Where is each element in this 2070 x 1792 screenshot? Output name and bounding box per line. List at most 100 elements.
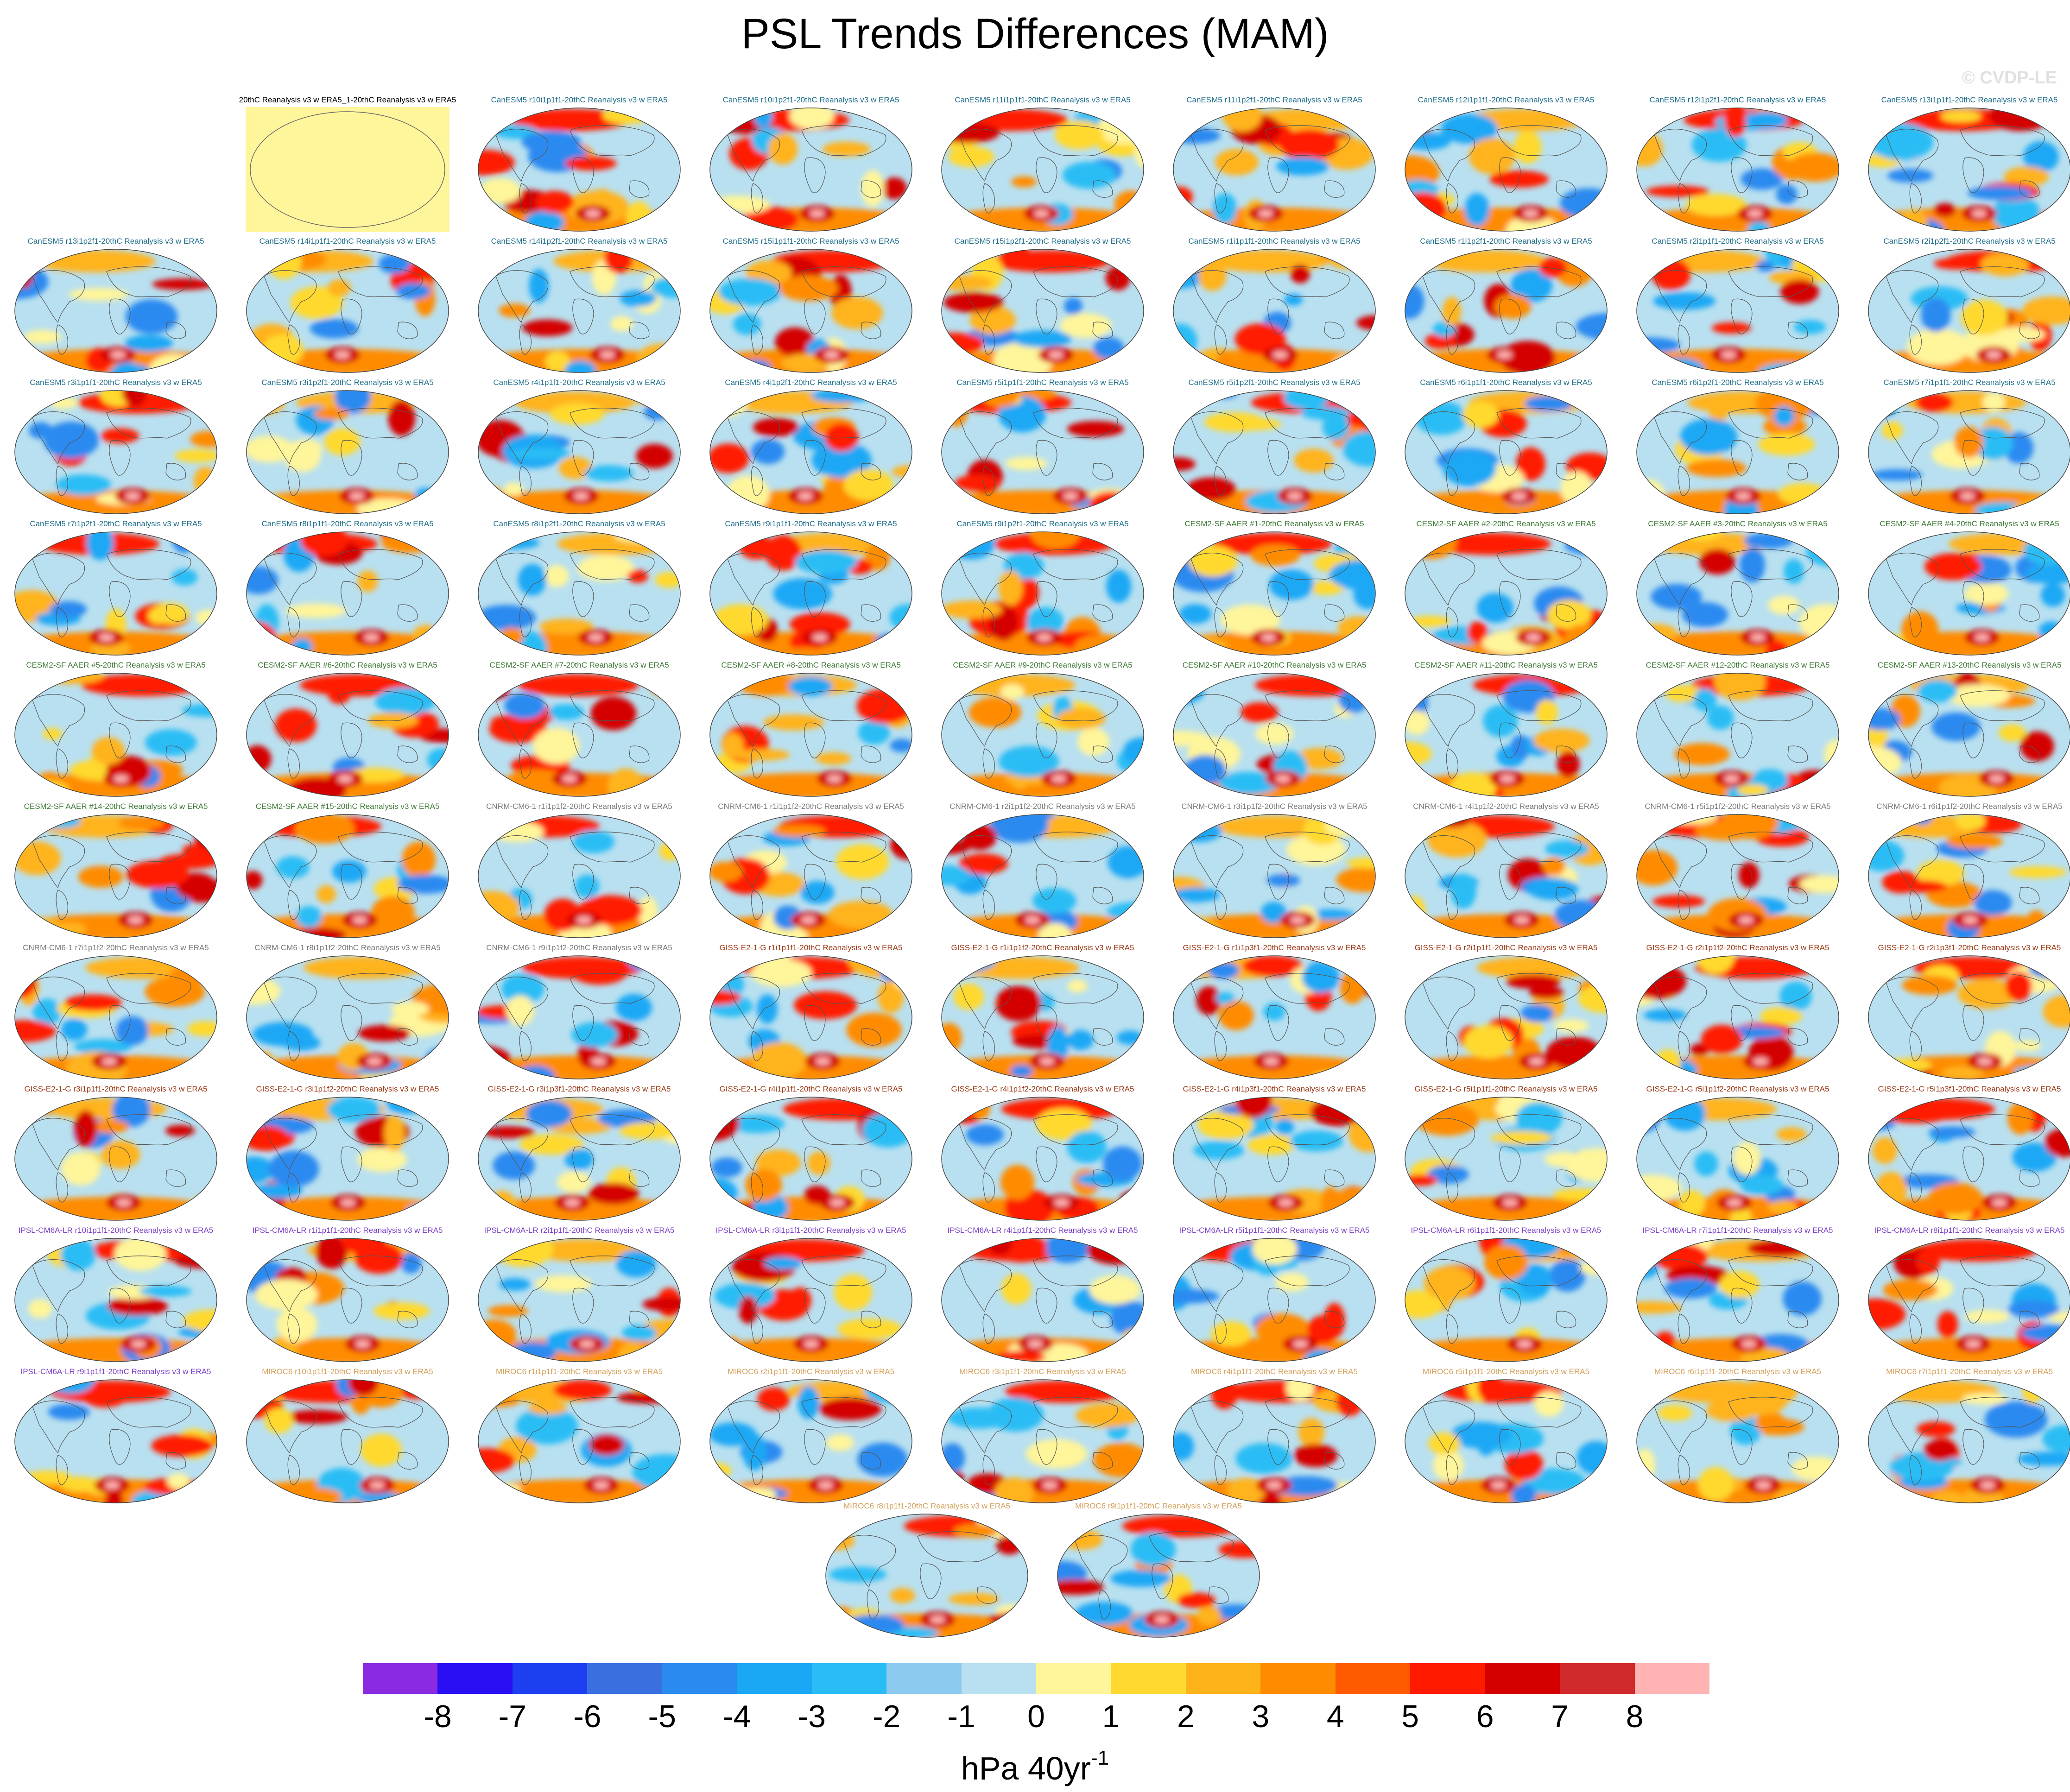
panel-label: MIROC6 r2i1p1f1-20thC Reanalysis v3 w ER…	[728, 1367, 894, 1376]
anomaly-blob	[50, 397, 78, 409]
map-panel: CESM2-SF AAER #12-20thC Reanalysis v3 w …	[1629, 660, 1847, 799]
anomaly-blob	[1506, 974, 1561, 989]
globe-outline	[246, 814, 449, 938]
panel-label: CanESM5 r6i1p1f1-20thC Reanalysis v3 w E…	[1420, 378, 1592, 387]
continent-outlines	[264, 1397, 423, 1485]
anomaly-blob	[192, 1199, 216, 1215]
robinson-map-svg	[1636, 531, 1839, 656]
anomaly-blob	[1740, 1175, 1784, 1196]
trend-map	[246, 814, 449, 939]
map-panel: GISS-E2-1-G r1i1p3f1-20thC Reanalysis v3…	[1165, 943, 1383, 1082]
anomaly-blob	[152, 602, 189, 625]
map-panel: IPSL-CM6A-LR r2i1p1f1-20thC Reanalysis v…	[470, 1225, 688, 1364]
trend-map	[1172, 672, 1376, 797]
anomaly-blob	[730, 1115, 785, 1133]
map-panel: CNRM-CM6-1 r6i1p1f2-20thC Reanalysis v3 …	[1861, 801, 2070, 940]
anomaly-blob	[588, 1183, 639, 1205]
anomaly-blob	[1934, 258, 1981, 270]
trend-map	[14, 814, 218, 939]
trend-map	[1867, 107, 2070, 232]
trend-map	[477, 1379, 681, 1504]
anomaly-blob	[1721, 351, 1736, 359]
continent-outlines	[495, 266, 655, 355]
anomaly-blob	[1511, 492, 1526, 500]
anomaly-blob	[571, 960, 627, 985]
anomaly-blob	[738, 1295, 758, 1324]
anomaly-blob	[969, 306, 1016, 334]
trend-map	[709, 955, 913, 1080]
continent-outlines	[1190, 832, 1350, 920]
anomaly-blob	[128, 916, 143, 924]
anomaly-blob	[1193, 1141, 1244, 1160]
panel-label: CanESM5 r10i1p2f1-20thC Reanalysis v3 w …	[722, 95, 899, 104]
anomaly-blob	[1087, 814, 1144, 822]
anomaly-blob	[858, 720, 890, 745]
anomaly-blob	[557, 1489, 583, 1502]
trend-map	[1636, 1237, 1840, 1363]
trend-map	[1636, 1096, 1840, 1221]
trend-map	[1867, 1096, 2070, 1221]
continent-outlines	[1190, 1256, 1350, 1344]
anomaly-blob	[837, 1318, 902, 1339]
anomaly-blob	[894, 781, 912, 796]
continent-outlines	[1886, 1256, 2045, 1344]
trend-map	[1636, 531, 1840, 656]
anomaly-blob	[1057, 1579, 1104, 1595]
anomaly-blob	[427, 957, 449, 981]
anomaly-blob	[1449, 772, 1496, 796]
continent-outlines	[959, 266, 1118, 355]
anomaly-blob	[576, 916, 592, 924]
anomaly-blob	[829, 1199, 845, 1206]
panel-label: MIROC6 r4i1p1f1-20thC Reanalysis v3 w ER…	[1191, 1367, 1358, 1376]
trend-map	[477, 390, 681, 515]
anomaly-blob	[1077, 727, 1109, 756]
anomaly-blob	[478, 150, 515, 176]
anomaly-blob	[1881, 421, 1903, 440]
anomaly-blob	[1747, 221, 1771, 231]
anomaly-blob	[348, 1380, 379, 1396]
anomaly-blob	[185, 252, 217, 269]
panel-label: CNRM-CM6-1 r9i1p1f2-20thC Reanalysis v3 …	[486, 943, 672, 952]
anomaly-blob	[1868, 766, 1882, 792]
robinson-map-svg	[14, 814, 217, 938]
panel-label: GISS-E2-1-G r1i1p3f1-20thC Reanalysis v3…	[1183, 943, 1366, 952]
robinson-map-svg	[1173, 1379, 1376, 1503]
anomaly-blob	[544, 565, 569, 587]
anomaly-blob	[1678, 1190, 1705, 1217]
anomaly-blob	[1945, 684, 2010, 707]
map-panel: CESM2-SF AAER #13-20thC Reanalysis v3 w …	[1861, 660, 2070, 799]
anomaly-blob	[944, 391, 969, 427]
trend-map	[1172, 390, 1376, 515]
panel-label: MIROC6 r1i1p1f1-20thC Reanalysis v3 w ER…	[496, 1367, 663, 1376]
anomaly-blob	[275, 708, 317, 742]
robinson-map-svg	[709, 814, 912, 938]
panel-label: CESM2-SF AAER #8-20thC Reanalysis v3 w E…	[721, 661, 901, 669]
continent-outlines	[1886, 408, 2045, 496]
colorbar-swatch	[512, 1663, 588, 1694]
panel-label: GISS-E2-1-G r4i1p1f2-20thC Reanalysis v3…	[951, 1085, 1134, 1093]
panel-label: CanESM5 r11i1p1f1-20thC Reanalysis v3 w …	[955, 95, 1131, 104]
map-panel: IPSL-CM6A-LR r3i1p1f1-20thC Reanalysis v…	[702, 1225, 920, 1364]
continent-outlines	[1422, 690, 1582, 779]
anomaly-blob	[718, 278, 782, 306]
anomaly-blob	[1940, 111, 1981, 122]
globe-outline	[825, 1514, 1028, 1638]
anomaly-blob	[775, 327, 815, 357]
anomaly-blob	[1637, 850, 1678, 886]
anomaly-blob	[733, 313, 761, 335]
anomaly-blob	[145, 729, 197, 756]
robinson-map-svg	[1405, 531, 1608, 656]
panel-label: 20thC Reanalysis v3 w ERA5_1-20thC Reana…	[239, 95, 456, 104]
continent-outlines	[1654, 1397, 1813, 1485]
panel-label: CESM2-SF AAER #9-20thC Reanalysis v3 w E…	[953, 661, 1133, 669]
anomaly-blob	[1783, 1281, 1822, 1316]
globe-outline	[709, 390, 912, 514]
colorbar-swatch	[1335, 1663, 1411, 1694]
map-panel: MIROC6 r1i1p1f1-20thC Reanalysis v3 w ER…	[470, 1367, 688, 1506]
continent-outlines	[1654, 408, 1813, 496]
anomaly-blob	[789, 612, 850, 637]
continent-outlines	[264, 1256, 423, 1344]
anomaly-blob	[621, 1325, 657, 1341]
panel-label: CanESM5 r6i1p2f1-20thC Reanalysis v3 w E…	[1652, 378, 1824, 387]
globe-outline	[941, 531, 1144, 656]
